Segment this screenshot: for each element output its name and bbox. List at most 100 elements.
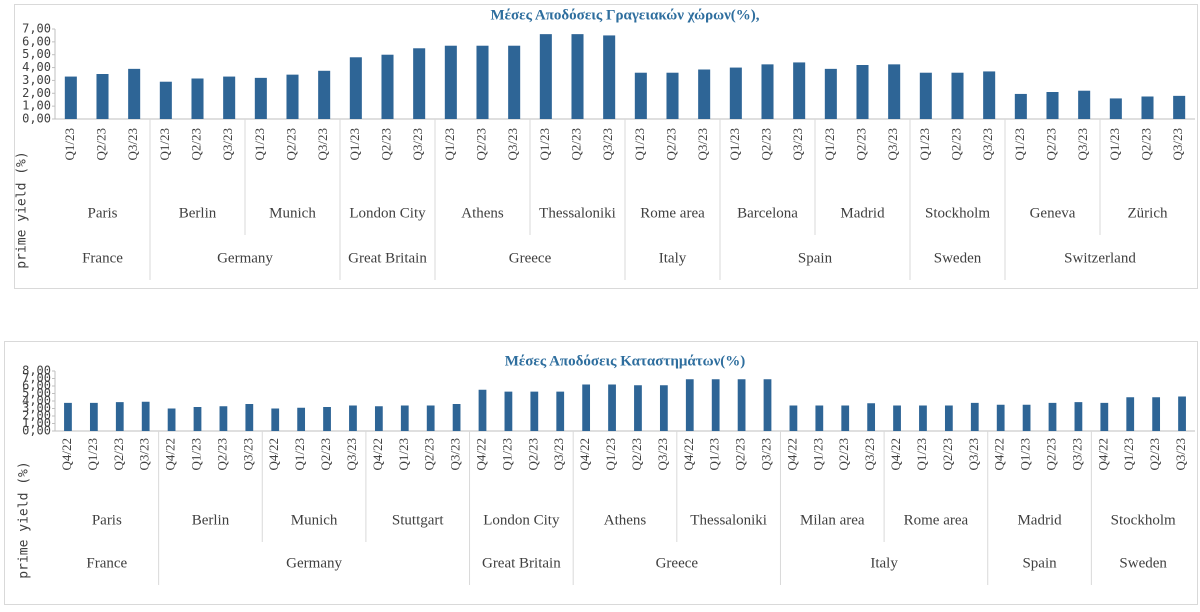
y-axis-label: prime yield (%): [15, 151, 30, 268]
x-tick-label: Q3/23: [240, 438, 255, 471]
chart-title: Μέσες Αποδόσεις Γραγειακών χώρων(%),: [490, 7, 759, 23]
bar: [1109, 98, 1122, 119]
x-tick-label: Q1/23: [62, 128, 77, 161]
country-label: Sweden: [1119, 555, 1167, 571]
bar: [737, 379, 746, 431]
bar: [271, 408, 280, 431]
bar: [508, 45, 521, 119]
bar: [634, 385, 642, 431]
y-tick-label: 0,00: [22, 112, 51, 126]
city-label: Geneva: [1030, 205, 1076, 221]
x-tick-label: Q4/22: [266, 438, 281, 471]
x-tick-label: Q3/23: [1173, 438, 1188, 471]
x-tick-label: Q3/23: [1075, 128, 1090, 161]
country-label: Italy: [659, 250, 687, 266]
chart-frame: [4, 341, 1198, 605]
x-tick-label: Q3/23: [1069, 438, 1084, 471]
x-tick-label: Q1/23: [442, 128, 457, 161]
x-tick-label: Q1/23: [1121, 438, 1136, 471]
bar: [983, 71, 996, 119]
bar: [128, 68, 141, 119]
bar: [789, 405, 798, 431]
y-tick-label: 6,00: [22, 379, 51, 393]
x-tick-label: Q4/22: [163, 438, 178, 471]
x-tick-label: Q1/23: [822, 128, 837, 161]
country-label: Sweden: [934, 250, 982, 266]
country-label: Germany: [217, 250, 273, 266]
x-tick-label: Q2/23: [93, 128, 108, 161]
bar: [711, 379, 720, 431]
city-label: Madrid: [1017, 512, 1062, 528]
x-tick-label: Q4/22: [577, 438, 592, 471]
country-label: France: [86, 555, 127, 571]
city-label: Rome area: [904, 512, 969, 528]
bar: [1022, 404, 1031, 431]
bar: [1126, 397, 1135, 431]
bar: [698, 69, 711, 119]
x-tick-label: Q1/23: [1018, 438, 1033, 471]
country-label: Switzerland: [1064, 250, 1136, 266]
bar: [191, 78, 204, 119]
y-tick-label: 2,00: [22, 86, 51, 100]
bar: [374, 406, 383, 431]
city-label: Stockholm: [925, 205, 990, 221]
y-tick-label: 4,00: [22, 60, 51, 74]
bar: [856, 65, 869, 119]
x-tick-label: Q2/23: [283, 128, 298, 161]
bar: [539, 34, 552, 120]
y-tick-label: 3,00: [22, 401, 51, 415]
x-tick-label: Q2/23: [214, 438, 229, 471]
x-tick-label: Q2/23: [853, 128, 868, 161]
bar: [659, 385, 668, 431]
y-tick-label: 1,00: [22, 416, 51, 430]
x-tick-label: Q1/23: [252, 128, 267, 161]
x-tick-label: Q1/23: [537, 128, 552, 161]
y-tick-label: 4,00: [22, 394, 51, 408]
bar: [893, 405, 901, 431]
x-tick-label: Q2/23: [663, 128, 678, 161]
bar: [159, 81, 172, 119]
bar: [944, 405, 953, 431]
x-tick-label: Q3/23: [410, 128, 425, 161]
bar: [349, 405, 357, 431]
bar: [254, 77, 267, 119]
y-axis-label: prime yield (%): [17, 461, 32, 578]
bar: [815, 405, 824, 431]
x-tick-label: Q3/23: [448, 438, 463, 471]
city-label: London City: [349, 205, 426, 221]
bar: [634, 72, 647, 119]
x-tick-label: Q2/23: [1043, 438, 1058, 471]
bar: [1046, 92, 1059, 119]
country-label: Spain: [798, 250, 833, 266]
bar: [349, 57, 362, 119]
x-tick-label: Q2/23: [629, 438, 644, 471]
city-label: Thessaloniki: [539, 205, 616, 221]
x-tick-label: Q3/23: [966, 438, 981, 471]
x-tick-label: Q3/23: [315, 128, 330, 161]
bar: [167, 408, 176, 431]
y-tick-label: 5,00: [22, 47, 51, 61]
x-tick-label: Q3/23: [551, 438, 566, 471]
x-tick-label: Q4/22: [473, 438, 488, 471]
x-tick-label: Q2/23: [422, 438, 437, 471]
x-tick-label: Q3/23: [655, 438, 670, 471]
bar: [919, 72, 932, 119]
city-label: Stockholm: [1111, 512, 1176, 528]
x-tick-label: Q3/23: [695, 128, 710, 161]
x-tick-label: Q1/23: [292, 438, 307, 471]
x-tick-label: Q2/23: [1147, 438, 1162, 471]
x-tick-label: Q3/23: [125, 128, 140, 161]
chart-frame: [14, 4, 1198, 289]
bar: [504, 391, 513, 431]
bar: [115, 402, 124, 431]
bar: [400, 405, 409, 431]
bar: [64, 76, 77, 119]
x-tick-label: Q2/23: [473, 128, 488, 161]
y-tick-label: 8,00: [22, 364, 51, 378]
bar: [888, 64, 901, 119]
x-tick-label: Q4/22: [992, 438, 1007, 471]
bar: [685, 379, 694, 431]
city-label: Stuttgart: [392, 512, 444, 528]
country-label: France: [82, 250, 123, 266]
bar: [64, 402, 72, 431]
